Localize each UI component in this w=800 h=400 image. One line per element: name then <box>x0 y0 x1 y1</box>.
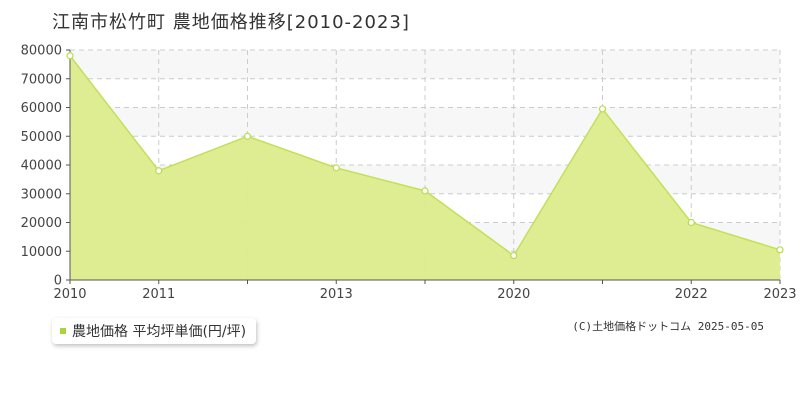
data-point <box>687 218 695 227</box>
legend-label: 農地価格 平均坪単価(円/坪) <box>72 324 247 340</box>
data-point <box>66 52 74 60</box>
y-tick-label: 30000 <box>21 187 62 202</box>
data-point <box>155 167 163 175</box>
x-tick-label: 2011 <box>142 287 175 302</box>
x-tick-label: 2022 <box>675 287 708 302</box>
y-tick-label: 80000 <box>21 44 62 59</box>
x-tick-labels: 2010 2011 2013 2020 2022 2023 <box>53 287 796 302</box>
y-tick-label: 70000 <box>21 72 62 87</box>
y-tick-labels: 0 10000 20000 30000 40000 50000 60000 70000 8000… <box>21 44 62 289</box>
x-tick-label: 2023 <box>763 287 796 302</box>
data-point <box>598 105 607 113</box>
y-tick-label: 20000 <box>21 216 62 231</box>
x-tick-label: 2010 <box>53 287 86 302</box>
axes <box>66 49 781 284</box>
chart-title: 江南市松竹町 農地価格推移[2010-2023] <box>52 12 410 33</box>
data-point <box>332 164 340 172</box>
data-point <box>776 246 784 254</box>
y-tick-label: 50000 <box>21 130 62 145</box>
y-tick-label: 10000 <box>21 245 62 260</box>
data-point <box>243 132 252 140</box>
legend-swatch <box>60 328 66 334</box>
y-tick-label: 0 <box>54 274 62 289</box>
copyright-text: (C)土地価格ドットコム 2025-05-05 <box>572 320 764 333</box>
x-tick-label: 2020 <box>497 287 530 302</box>
data-point <box>421 187 429 195</box>
data-markers <box>66 52 784 260</box>
legend: 農地価格 平均坪単価(円/坪) <box>52 318 257 344</box>
data-point <box>510 251 518 260</box>
x-tick-label: 2013 <box>320 287 353 302</box>
y-tick-label: 60000 <box>21 101 62 116</box>
y-tick-label: 40000 <box>21 159 62 174</box>
